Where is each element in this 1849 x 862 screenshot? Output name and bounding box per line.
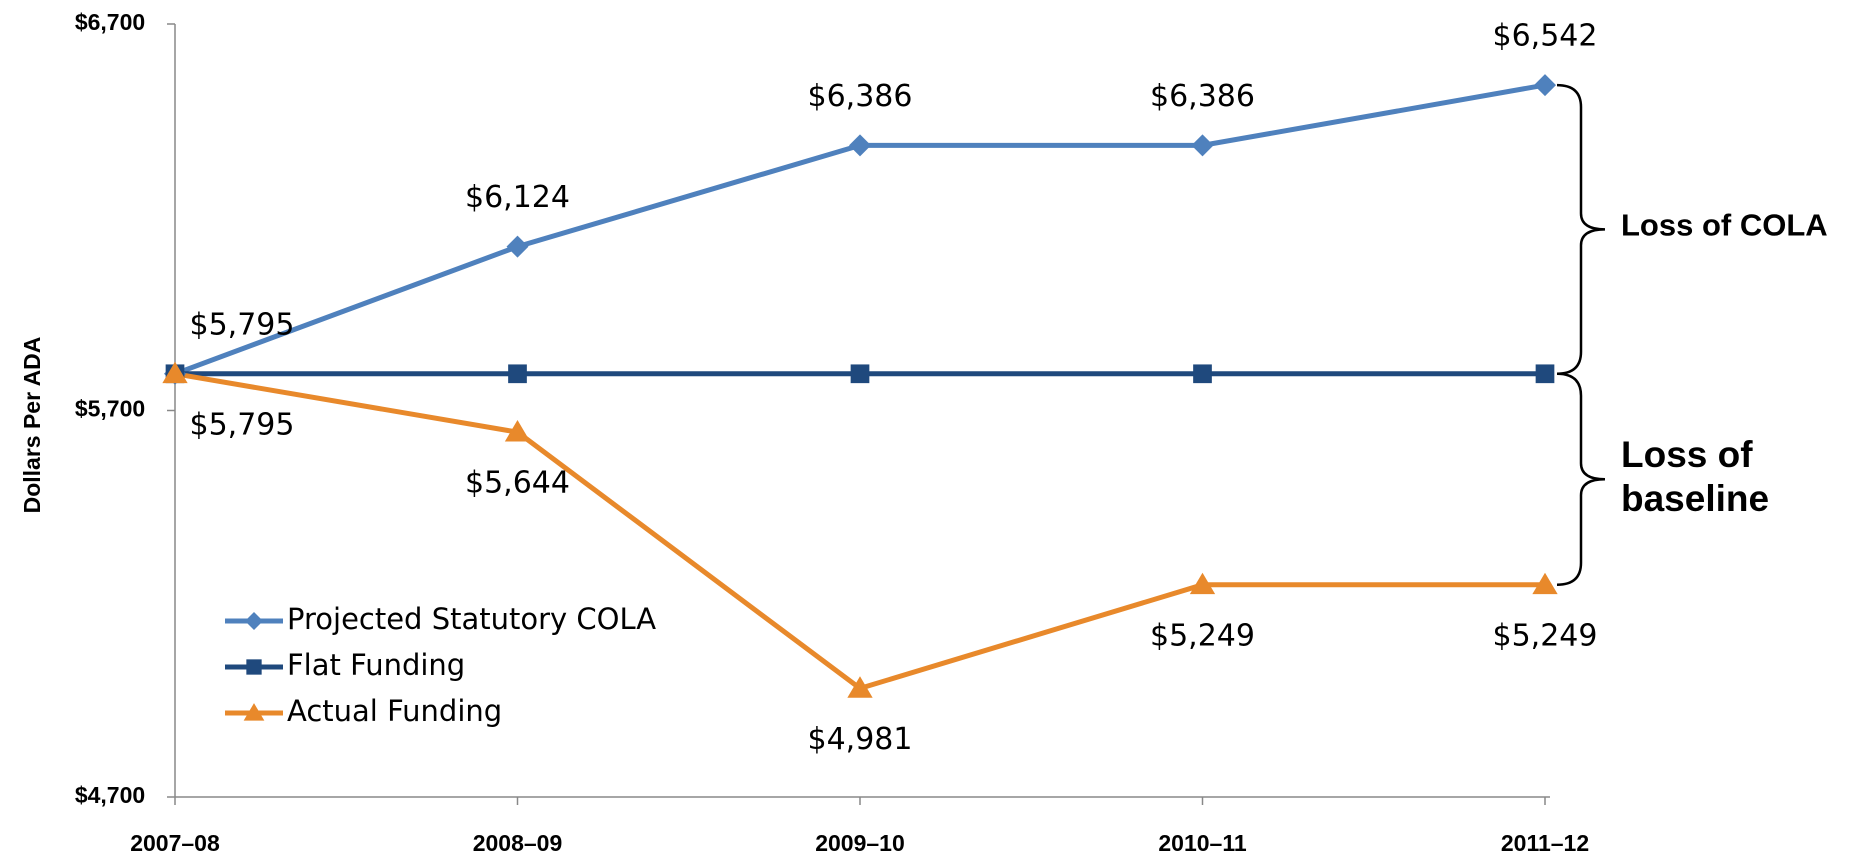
y-axis-label: Dollars Per ADA [19, 337, 45, 514]
marker [849, 134, 871, 157]
x-tick-label: 2010–11 [1158, 830, 1246, 856]
annotation: Loss of COLA [1621, 208, 1828, 243]
marker [847, 676, 873, 698]
legend-label: Actual Funding [287, 694, 502, 728]
data-label: $5,249 [1150, 618, 1255, 653]
marker [1534, 74, 1556, 97]
marker [1191, 134, 1214, 157]
marker [246, 659, 262, 675]
x-tick-label: 2011–12 [1501, 830, 1589, 856]
series-line [174, 371, 1545, 692]
y-tick-label: $5,700 [75, 396, 145, 422]
data-label: $6,386 [808, 79, 913, 114]
x-tick-label: 2008–09 [473, 830, 563, 856]
data-label: $6,124 [465, 180, 570, 215]
annotation: baseline [1621, 478, 1769, 519]
marker [245, 612, 263, 630]
data-label: $4,981 [808, 722, 913, 757]
data-label: $6,542 [1493, 19, 1598, 54]
legend-label: Flat Funding [287, 648, 465, 682]
marker [504, 420, 531, 442]
marker [1535, 364, 1555, 384]
data-label: $5,795 [190, 307, 295, 342]
y-tick-label: $6,700 [75, 9, 145, 35]
data-label: $5,795 [190, 407, 295, 442]
marker [243, 703, 265, 721]
marker [1193, 364, 1212, 384]
legend-label: Projected Statutory COLA [287, 602, 656, 636]
marker [850, 364, 870, 384]
data-label: $6,386 [1150, 79, 1255, 114]
marker [508, 364, 527, 384]
marker [1189, 572, 1216, 595]
marker [1532, 572, 1558, 595]
brace [1556, 83, 1606, 376]
annotation: Loss of [1621, 434, 1753, 475]
data-label: $5,644 [465, 466, 570, 501]
series-line [174, 82, 1546, 377]
brace [1556, 372, 1606, 587]
x-tick-label: 2007–08 [130, 830, 220, 856]
marker [506, 235, 529, 258]
data-label: $5,249 [1493, 618, 1598, 653]
marker [162, 361, 188, 384]
x-tick-label: 2009–10 [815, 830, 905, 856]
y-tick-label: $4,700 [75, 782, 145, 808]
